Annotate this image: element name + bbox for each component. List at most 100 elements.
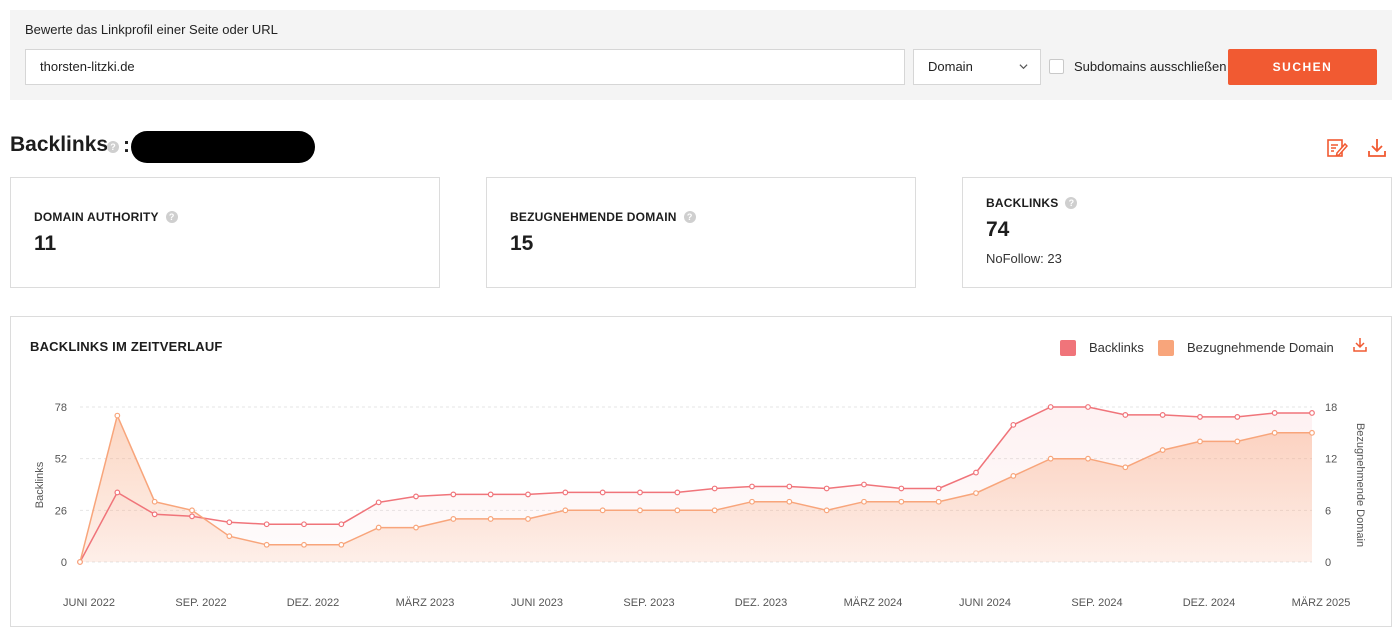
x-tick-label: JUNI 2022 — [63, 597, 115, 609]
backlinks-point[interactable] — [1271, 410, 1278, 416]
domains-point[interactable] — [749, 498, 755, 505]
y-axis-title: Backlinks — [34, 461, 46, 508]
card-domain-authority: DOMAIN AUTHORITY? 11 — [10, 177, 440, 288]
title-colon: : — [123, 134, 130, 157]
backlinks-chart-card: BACKLINKS IM ZEITVERLAUF Backlinks Bezug… — [10, 316, 1392, 627]
domains-point[interactable] — [861, 498, 867, 505]
help-icon[interactable]: ? — [107, 141, 119, 153]
backlinks-point[interactable] — [1197, 414, 1203, 420]
domains-point[interactable] — [562, 507, 569, 514]
backlinks-point[interactable] — [823, 485, 830, 492]
legend-swatch-backlinks[interactable] — [1060, 340, 1076, 356]
download-icon[interactable] — [1366, 137, 1388, 159]
subdomains-checkbox[interactable] — [1049, 59, 1064, 74]
mode-select[interactable]: Domain — [913, 49, 1041, 85]
search-button[interactable]: SUCHEN — [1228, 49, 1377, 85]
domains-point[interactable] — [711, 507, 718, 514]
search-input[interactable]: thorsten-litzki.de — [25, 49, 905, 85]
domains-point[interactable] — [114, 412, 121, 419]
domains-point[interactable] — [413, 524, 419, 531]
backlinks-point[interactable] — [711, 485, 718, 492]
backlinks-point[interactable] — [786, 483, 793, 490]
backlinks-point[interactable] — [189, 513, 195, 520]
domains-point[interactable] — [189, 507, 195, 514]
domains-point[interactable] — [1010, 472, 1017, 479]
domains-point[interactable] — [973, 490, 979, 497]
backlinks-point[interactable] — [1047, 404, 1054, 410]
y2-tick-label: 0 — [1325, 557, 1331, 569]
backlinks-point[interactable] — [562, 489, 569, 496]
backlinks-point[interactable] — [114, 489, 121, 496]
domains-point[interactable] — [823, 507, 830, 514]
domains-point[interactable] — [1122, 464, 1129, 471]
domains-series-line — [79, 413, 1312, 563]
backlinks-point[interactable] — [1122, 412, 1129, 418]
domains-point[interactable] — [599, 507, 606, 514]
backlinks-point[interactable] — [525, 491, 531, 498]
domains-point[interactable] — [1085, 455, 1091, 462]
chart-download-icon[interactable] — [1352, 337, 1368, 353]
search-label: Bewerte das Linkprofil einer Seite oder … — [25, 22, 278, 37]
backlinks-point[interactable] — [263, 521, 270, 528]
card-label: BEZUGNEHMENDE DOMAIN — [510, 210, 677, 224]
backlinks-point[interactable] — [151, 511, 158, 518]
legend-swatch-domains[interactable] — [1158, 340, 1174, 356]
backlinks-point[interactable] — [450, 491, 457, 498]
domains-point[interactable] — [525, 516, 531, 522]
legend-label-backlinks[interactable]: Backlinks — [1089, 340, 1144, 355]
backlinks-point[interactable] — [637, 489, 643, 496]
page-title: Backlinks — [10, 133, 109, 156]
backlinks-point[interactable] — [674, 489, 681, 496]
card-nofollow: NoFollow: 23 — [986, 251, 1062, 266]
card-value: 74 — [986, 218, 1010, 241]
domains-point[interactable] — [935, 498, 942, 505]
domains-point[interactable] — [674, 507, 681, 514]
backlinks-point[interactable] — [375, 499, 382, 506]
backlinks-point[interactable] — [935, 485, 942, 492]
domains-point[interactable] — [1047, 455, 1054, 462]
domains-point[interactable] — [637, 507, 643, 514]
domains-point[interactable] — [226, 533, 233, 540]
backlinks-point[interactable] — [487, 491, 494, 498]
domains-point[interactable] — [487, 516, 494, 522]
backlinks-point[interactable] — [749, 483, 755, 490]
domains-point[interactable] — [263, 541, 270, 548]
card-value: 11 — [34, 232, 57, 255]
domains-point[interactable] — [1309, 429, 1315, 436]
domains-point[interactable] — [1197, 438, 1203, 445]
backlinks-point[interactable] — [1234, 414, 1241, 420]
domains-point[interactable] — [1159, 447, 1166, 453]
domains-point[interactable] — [301, 541, 307, 548]
help-icon[interactable]: ? — [165, 210, 178, 223]
x-tick-label: SEP. 2024 — [1071, 597, 1122, 609]
backlinks-point[interactable] — [1159, 412, 1166, 418]
help-icon[interactable]: ? — [683, 210, 696, 223]
backlinks-point[interactable] — [898, 485, 905, 492]
domains-point[interactable] — [375, 524, 382, 531]
domains-point[interactable] — [151, 498, 158, 505]
backlinks-point[interactable] — [301, 521, 307, 528]
domains-point[interactable] — [786, 498, 793, 505]
backlinks-point[interactable] — [1309, 410, 1315, 416]
domains-point[interactable] — [450, 516, 457, 522]
x-tick-label: DEZ. 2024 — [1183, 597, 1236, 609]
backlinks-point[interactable] — [338, 521, 345, 528]
backlinks-point[interactable] — [226, 519, 233, 526]
domains-point[interactable] — [77, 559, 83, 565]
help-icon[interactable]: ? — [1065, 196, 1078, 209]
domains-point[interactable] — [898, 498, 905, 505]
domains-point[interactable] — [1271, 429, 1278, 436]
chevron-down-icon — [1019, 64, 1028, 70]
domains-point[interactable] — [338, 541, 345, 548]
domains-point[interactable] — [1234, 438, 1241, 445]
backlinks-point[interactable] — [973, 469, 979, 476]
report-edit-icon[interactable] — [1326, 137, 1348, 159]
legend-label-domains[interactable]: Bezugnehmende Domain — [1187, 340, 1334, 355]
subdomains-label[interactable]: Subdomains ausschließen — [1074, 59, 1227, 74]
backlinks-point[interactable] — [413, 493, 419, 500]
backlinks-point[interactable] — [861, 481, 867, 488]
backlinks-point[interactable] — [599, 489, 606, 496]
backlinks-point[interactable] — [1085, 404, 1091, 410]
backlinks-point[interactable] — [1010, 421, 1017, 428]
redacted-domain — [131, 131, 315, 163]
